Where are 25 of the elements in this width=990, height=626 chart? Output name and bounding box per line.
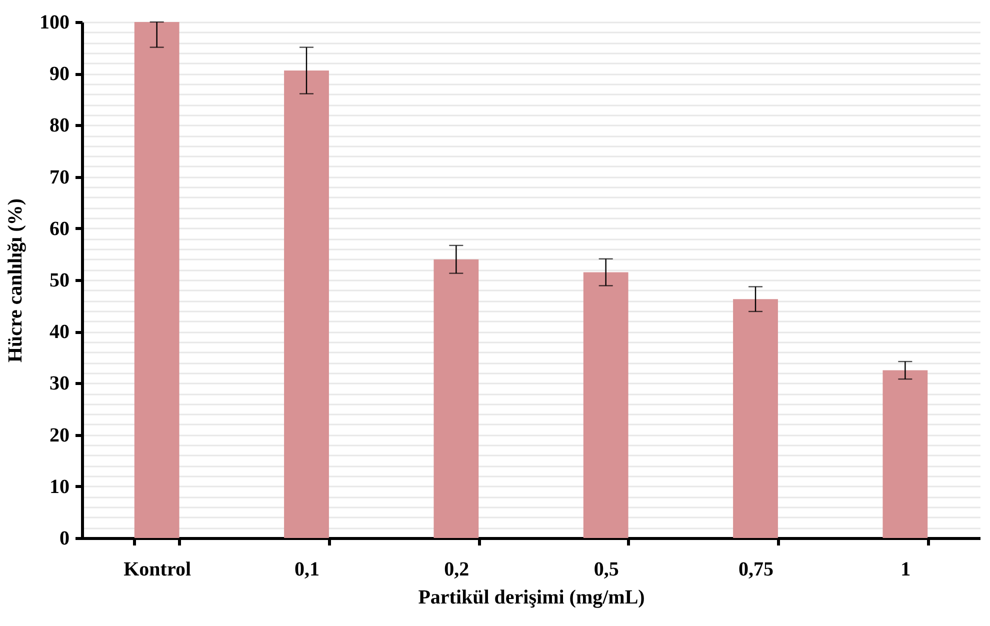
y-tick-label: 20 xyxy=(50,424,70,446)
y-tick-label: 0 xyxy=(60,528,70,550)
x-tick-label: 0,5 xyxy=(594,558,619,580)
bar xyxy=(284,70,329,538)
y-tick-label: 70 xyxy=(50,166,70,188)
x-tick-label: Kontrol xyxy=(124,558,192,580)
bar xyxy=(434,259,479,538)
y-tick-label: 50 xyxy=(50,270,70,292)
x-tick-label: 0,75 xyxy=(738,558,774,580)
x-tick-label: 0,1 xyxy=(294,558,320,580)
y-tick-label: 90 xyxy=(50,63,70,86)
bar xyxy=(134,22,180,538)
y-tick-label: 10 xyxy=(50,476,70,498)
x-axis-title: Partikül derişimi (mg/mL) xyxy=(418,586,645,608)
bar xyxy=(733,299,778,538)
x-tick-label: 1 xyxy=(900,558,911,580)
x-tick-label: 0,2 xyxy=(444,558,470,580)
y-tick-label: 100 xyxy=(40,12,70,34)
bar xyxy=(583,272,628,538)
y-tick-label: 60 xyxy=(50,218,70,240)
y-tick-label: 30 xyxy=(50,372,70,395)
y-axis-title: Hücre canlılığı (%) xyxy=(4,198,26,363)
y-tick-label: 80 xyxy=(50,114,70,137)
y-tick-label: 40 xyxy=(50,321,70,344)
bar xyxy=(882,370,928,538)
